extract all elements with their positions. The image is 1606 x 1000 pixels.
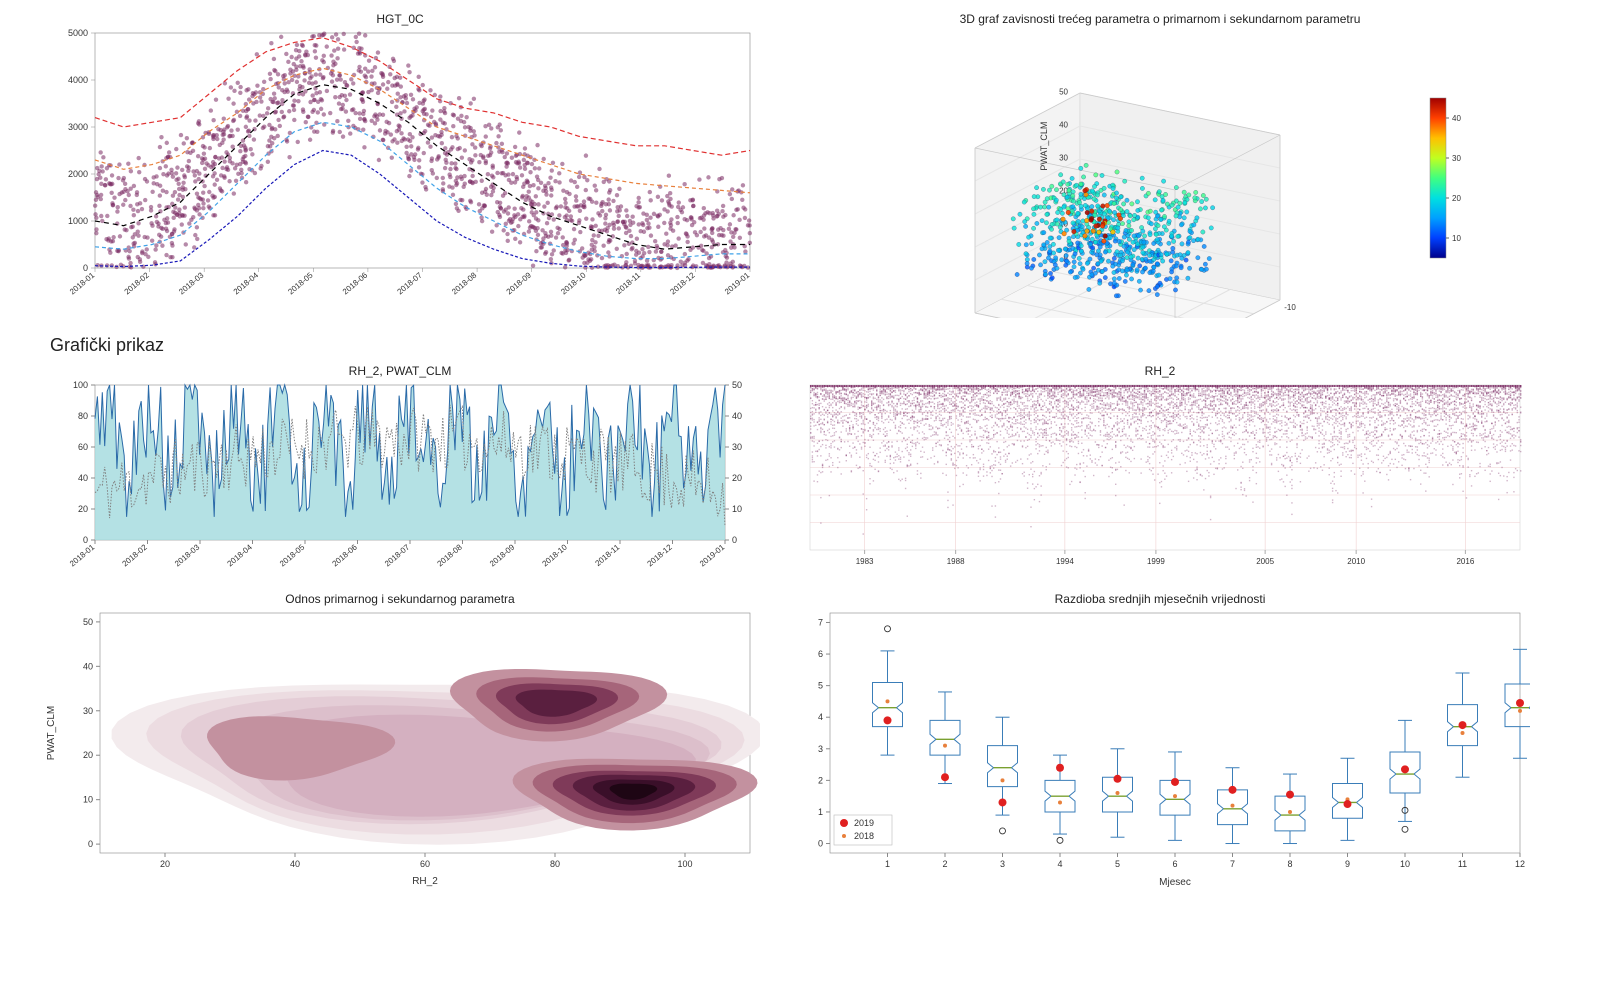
svg-text:2018-10: 2018-10 bbox=[559, 270, 588, 296]
svg-text:1988: 1988 bbox=[947, 557, 965, 566]
chart-boxplot: 01234567123456789101112Mjesec20192018 bbox=[790, 608, 1530, 888]
chart-hgt0c: 0 1000 2000 3000 4000 5000 2018-01 2018-02 2018-… bbox=[40, 28, 760, 308]
svg-text:0: 0 bbox=[974, 317, 979, 318]
chart-rh2long: 1983 1988 1994 1999 2005 2010 2016 bbox=[790, 380, 1530, 580]
svg-text:1994: 1994 bbox=[1056, 557, 1074, 566]
svg-text:2018-08: 2018-08 bbox=[450, 270, 479, 296]
title-hgt0c: HGT_0C bbox=[40, 12, 760, 26]
panel-density: Odnos primarnog i sekundarnog parametra … bbox=[40, 590, 760, 890]
svg-text:2018-12: 2018-12 bbox=[646, 542, 675, 568]
svg-text:2018-03: 2018-03 bbox=[177, 270, 206, 296]
panel-hgt0c: HGT_0C 0 1000 2000 3000 4000 5000 2018-01 2018-… bbox=[40, 10, 760, 330]
svg-text:2018-10: 2018-10 bbox=[541, 542, 570, 568]
svg-text:2018-11: 2018-11 bbox=[593, 542, 621, 568]
svg-text:40: 40 bbox=[732, 411, 742, 421]
svg-text:2018-05: 2018-05 bbox=[286, 270, 315, 296]
svg-text:2018-04: 2018-04 bbox=[232, 270, 261, 296]
svg-text:2000: 2000 bbox=[68, 169, 88, 179]
svg-text:50: 50 bbox=[732, 380, 742, 390]
svg-text:60: 60 bbox=[78, 442, 88, 452]
svg-text:0: 0 bbox=[1262, 317, 1267, 318]
section-title: Grafički prikaz bbox=[50, 335, 164, 356]
svg-text:40: 40 bbox=[1059, 121, 1068, 130]
svg-text:2018-08: 2018-08 bbox=[436, 542, 465, 568]
panel-rhpwat: Grafički prikaz RH_2, PWAT_CLM 020406080… bbox=[40, 340, 760, 580]
svg-text:2018-09: 2018-09 bbox=[505, 270, 534, 296]
svg-text:2005: 2005 bbox=[1256, 557, 1274, 566]
svg-text:2018-09: 2018-09 bbox=[488, 542, 517, 568]
svg-text:30: 30 bbox=[1452, 154, 1461, 163]
svg-text:5000: 5000 bbox=[68, 28, 88, 38]
svg-text:2018-01: 2018-01 bbox=[68, 270, 97, 296]
svg-text:20: 20 bbox=[1452, 194, 1461, 203]
panel-3d: 3D graf zavisnosti trećeg parametra o pr… bbox=[790, 10, 1530, 330]
svg-text:30: 30 bbox=[1059, 154, 1068, 163]
svg-text:PWAT_CLM: PWAT_CLM bbox=[1039, 122, 1049, 171]
svg-text:10: 10 bbox=[732, 504, 742, 514]
svg-text:2018-02: 2018-02 bbox=[123, 270, 152, 296]
title-rhpwat: RH_2, PWAT_CLM bbox=[40, 364, 760, 378]
title-boxplot: Razdioba srednjih mjesečnih vrijednosti bbox=[790, 592, 1530, 606]
svg-text:100: 100 bbox=[73, 380, 88, 390]
svg-text:20: 20 bbox=[732, 473, 742, 483]
panel-rh2long: RH_2 1983 1988 1994 1999 2005 2010 2016 bbox=[790, 340, 1530, 580]
svg-text:-10: -10 bbox=[1284, 303, 1296, 312]
title-rh2long: RH_2 bbox=[790, 364, 1530, 378]
svg-text:40: 40 bbox=[78, 473, 88, 483]
svg-text:2018-07: 2018-07 bbox=[396, 270, 425, 296]
svg-text:2010: 2010 bbox=[1347, 557, 1365, 566]
svg-text:2018-12: 2018-12 bbox=[668, 270, 697, 296]
svg-text:2019-01: 2019-01 bbox=[723, 270, 752, 296]
svg-text:30: 30 bbox=[732, 442, 742, 452]
svg-text:1000: 1000 bbox=[68, 216, 88, 226]
svg-text:2018-05: 2018-05 bbox=[278, 542, 307, 568]
svg-text:2018-06: 2018-06 bbox=[341, 270, 370, 296]
svg-text:0: 0 bbox=[83, 263, 88, 273]
svg-text:2018-02: 2018-02 bbox=[121, 542, 150, 568]
chart-rhpwat: 0 20 40 60 80 100 0 10 20 30 40 50 2018-01 2018-02 201… bbox=[40, 380, 760, 580]
chart-3d: -1001020300100020003000400001020304050TM… bbox=[790, 28, 1530, 318]
svg-text:2018-04: 2018-04 bbox=[226, 542, 255, 568]
svg-text:40: 40 bbox=[1452, 114, 1461, 123]
svg-text:2016: 2016 bbox=[1456, 557, 1474, 566]
svg-text:2019-01: 2019-01 bbox=[698, 542, 727, 568]
title-density: Odnos primarnog i sekundarnog parametra bbox=[40, 592, 760, 606]
svg-text:2018-11: 2018-11 bbox=[614, 270, 642, 296]
panel-boxplot: Razdioba srednjih mjesečnih vrijednosti … bbox=[790, 590, 1530, 890]
svg-text:80: 80 bbox=[78, 411, 88, 421]
svg-text:2018-07: 2018-07 bbox=[383, 542, 412, 568]
svg-text:1983: 1983 bbox=[856, 557, 874, 566]
svg-text:50: 50 bbox=[1059, 88, 1068, 97]
svg-text:1999: 1999 bbox=[1147, 557, 1165, 566]
svg-text:10: 10 bbox=[1452, 234, 1461, 243]
svg-text:0: 0 bbox=[732, 535, 737, 545]
svg-text:2018-01: 2018-01 bbox=[68, 542, 97, 568]
svg-text:2018-06: 2018-06 bbox=[331, 542, 360, 568]
svg-text:3000: 3000 bbox=[68, 122, 88, 132]
svg-text:4000: 4000 bbox=[68, 75, 88, 85]
svg-text:0: 0 bbox=[83, 535, 88, 545]
svg-text:20: 20 bbox=[78, 504, 88, 514]
svg-text:2018-03: 2018-03 bbox=[173, 542, 202, 568]
title-3d: 3D graf zavisnosti trećeg parametra o pr… bbox=[790, 12, 1530, 26]
chart-density: 2040608010001020304050RH_2PWAT_CLM bbox=[40, 608, 760, 888]
